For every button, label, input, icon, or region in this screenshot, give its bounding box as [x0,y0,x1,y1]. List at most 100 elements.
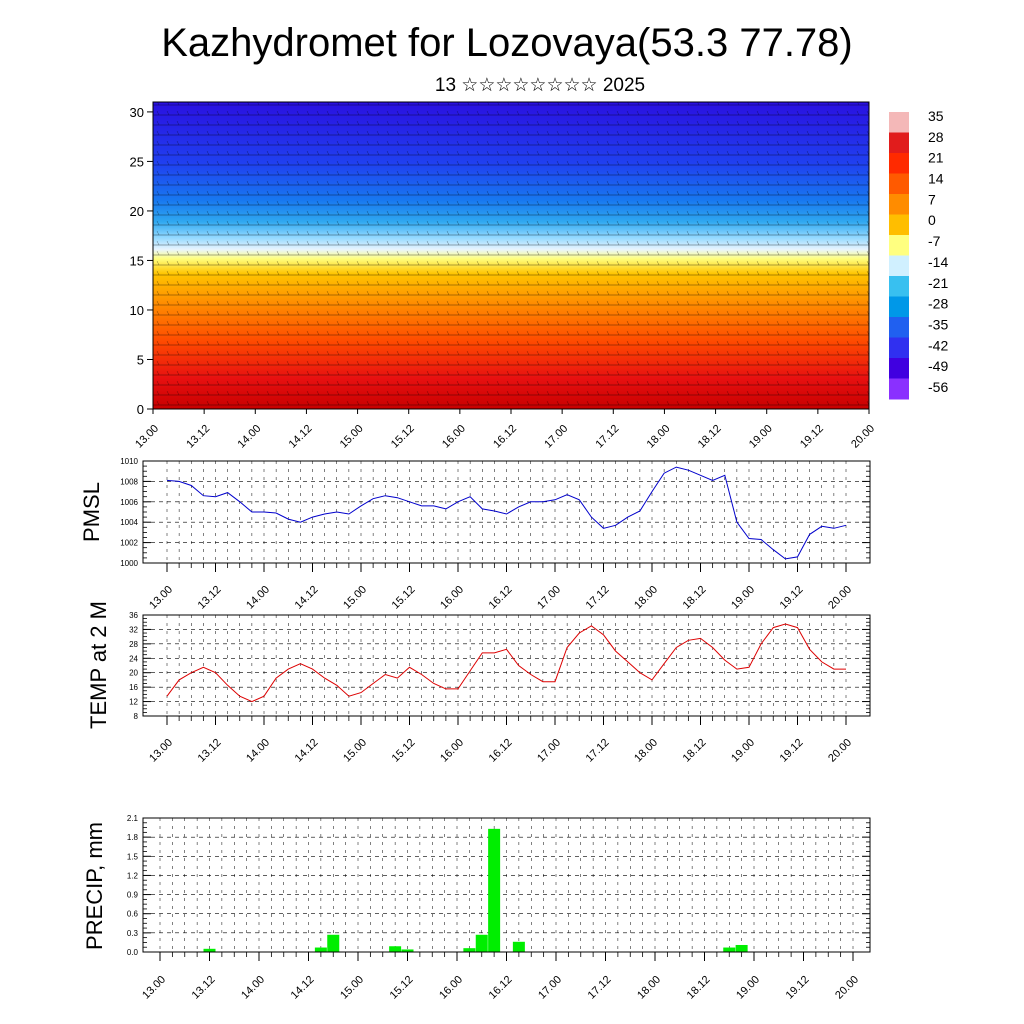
colorbar-label: 28 [928,129,944,145]
cs-y-tick-label: 20 [130,204,144,219]
y-tick-label: 1.2 [127,871,139,880]
x-tick-label: 15.12 [390,737,418,765]
x-tick-label: 14.00 [244,737,272,765]
pmsl-line [166,466,847,560]
y-tick-label: 24 [129,654,138,663]
y-tick-label: 20 [129,669,138,678]
cs-x-tick-label: 19.12 [798,423,826,451]
y-tick-label: 0.6 [127,910,139,919]
colorbar-swatch [889,276,909,297]
colorbar-swatch [889,337,909,359]
cs-y-tick-label: 25 [130,154,144,169]
y-tick-label: 16 [129,683,138,692]
precip-bar [475,934,488,952]
y-tick-label: 0.3 [127,929,139,938]
precip-bar [512,941,525,952]
precip-y-axis: 0.0 0.3 0.6 0.9 1.2 1.5 1.8 2.1 [127,814,870,957]
x-tick-label: 13.00 [147,737,175,765]
x-tick-label: 14.12 [293,737,321,765]
cross-section-y-axis: 0 5 10 15 20 25 30 [130,105,153,417]
cs-x-tick-label: 18.00 [645,423,673,451]
x-tick-label: 17.00 [536,974,564,1002]
precip-x-axis: 13.00 13.12 14.00 14.12 15.00 15.12 16.00 16.12… [140,952,861,1002]
x-tick-label: 20.00 [826,737,854,765]
precip-bar [735,944,748,952]
temp-y-axis: 8 12 16 20 24 28 32 36 [129,611,870,721]
cs-y-tick-label: 30 [130,105,144,120]
x-tick-label: 16.12 [487,737,515,765]
cs-x-tick-label: 15.12 [389,423,417,451]
colorbar-swatch [889,296,909,318]
precip-bar [314,947,327,952]
colorbar-swatch [889,112,909,133]
y-tick-label: 12 [129,698,138,707]
figure-title: Kazhydromet for Lozovaya(53.3 77.78) [161,21,853,65]
x-tick-label: 17.12 [584,584,612,612]
colorbar-label: -49 [928,358,948,374]
pmsl-y-axis: 1000 1002 1004 1006 1008 1010 [120,457,870,568]
y-tick-label: 2.1 [127,814,139,823]
colorbar-label: -35 [928,316,948,332]
precip-bar [723,947,736,952]
x-tick-label: 13.12 [190,974,218,1002]
x-tick-label: 17.00 [535,737,563,765]
cs-y-tick-label: 10 [130,303,144,318]
x-tick-label: 18.12 [681,737,709,765]
colorbar-swatch [889,194,909,215]
y-tick-label: 36 [129,611,138,620]
x-tick-label: 16.12 [487,974,515,1002]
x-tick-label: 15.12 [388,974,416,1002]
y-tick-label: 0.0 [127,948,139,957]
colorbar-label: -28 [928,296,948,312]
y-tick-label: 1004 [120,518,138,527]
cs-x-tick-label: 13.00 [133,423,161,451]
x-tick-label: 14.00 [239,974,267,1002]
colorbar-label: -42 [928,337,948,353]
precip-bar [488,828,501,952]
x-tick-label: 15.12 [390,584,418,612]
precip-bar [203,948,216,952]
cross-section-x-axis: 13.00 13.12 14.00 14.12 15.00 15.12 16.00 16.12… [133,409,877,451]
x-tick-label: 14.00 [244,584,272,612]
x-tick-label: 19.12 [778,737,806,765]
y-tick-label: 28 [129,640,138,649]
cs-x-tick-label: 13.12 [184,423,212,451]
x-tick-label: 13.12 [196,737,224,765]
colorbar-swatch [889,378,909,400]
pmsl-x-axis: 13.00 13.12 14.00 14.12 15.00 15.12 16.00 16.12… [147,563,854,612]
colorbar-label: -21 [928,275,948,291]
cs-x-tick-label: 19.00 [747,423,775,451]
y-tick-label: 1002 [120,539,138,548]
colorbar-label: 7 [928,191,936,207]
colorbar-label: 21 [928,150,944,166]
colorbar-swatch [889,235,909,256]
colorbar-swatch [889,153,909,174]
y-tick-label: 32 [129,625,138,634]
x-tick-label: 17.12 [586,974,614,1002]
cs-x-tick-label: 18.12 [696,423,724,451]
y-tick-label: 1000 [120,559,138,568]
y-tick-label: 1.5 [127,852,139,861]
cs-y-tick-label: 5 [137,352,144,367]
temp-x-axis: 13.00 13.12 14.00 14.12 15.00 15.12 16.00 16.12… [147,716,854,765]
x-tick-label: 15.00 [338,974,366,1002]
colorbar-label: 0 [928,212,936,228]
precip-bars [203,828,748,952]
x-tick-label: 19.12 [778,584,806,612]
cs-x-tick-label: 14.12 [287,423,315,451]
x-tick-label: 19.12 [784,974,812,1002]
temp-line [166,623,846,703]
x-tick-label: 17.12 [584,737,612,765]
x-tick-label: 20.00 [826,584,854,612]
precip-bar [463,948,476,952]
y-tick-label: 1008 [120,477,138,486]
x-tick-label: 16.12 [487,584,515,612]
colorbar-swatch [889,132,909,154]
x-tick-label: 19.00 [734,974,762,1002]
x-tick-label: 19.00 [729,737,757,765]
x-tick-label: 14.12 [293,584,321,612]
x-tick-label: 18.00 [632,584,660,612]
wind-barbs-layer [153,102,869,409]
cs-x-tick-label: 17.12 [593,423,621,451]
